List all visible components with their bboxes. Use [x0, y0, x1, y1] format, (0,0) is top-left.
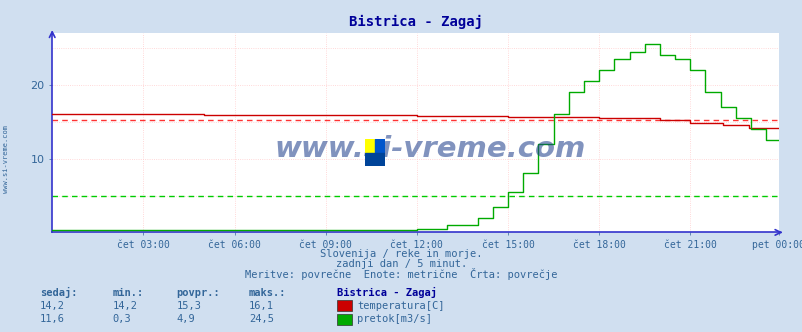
Bar [365, 139, 375, 153]
Text: pretok[m3/s]: pretok[m3/s] [357, 314, 431, 324]
Text: maks.:: maks.: [249, 288, 286, 298]
Text: Meritve: povrečne  Enote: metrične  Črta: povrečje: Meritve: povrečne Enote: metrične Črta: … [245, 268, 557, 280]
Text: 16,1: 16,1 [249, 301, 273, 311]
Text: zadnji dan / 5 minut.: zadnji dan / 5 minut. [335, 259, 467, 269]
Text: sedaj:: sedaj: [40, 287, 78, 298]
Text: 0,3: 0,3 [112, 314, 131, 324]
Text: 4,9: 4,9 [176, 314, 195, 324]
Text: Slovenija / reke in morje.: Slovenija / reke in morje. [320, 249, 482, 259]
Bar [365, 153, 385, 166]
Text: Bistrica - Zagaj: Bistrica - Zagaj [337, 287, 437, 298]
Text: povpr.:: povpr.: [176, 288, 220, 298]
Text: 24,5: 24,5 [249, 314, 273, 324]
Text: 14,2: 14,2 [40, 301, 65, 311]
Text: www.si-vreme.com: www.si-vreme.com [274, 135, 585, 163]
Text: 11,6: 11,6 [40, 314, 65, 324]
Text: 14,2: 14,2 [112, 301, 137, 311]
Text: min.:: min.: [112, 288, 144, 298]
Text: www.si-vreme.com: www.si-vreme.com [3, 125, 10, 193]
Text: temperatura[C]: temperatura[C] [357, 301, 444, 311]
Text: 15,3: 15,3 [176, 301, 201, 311]
Title: Bistrica - Zagaj: Bistrica - Zagaj [348, 15, 482, 29]
Bar [375, 139, 385, 153]
